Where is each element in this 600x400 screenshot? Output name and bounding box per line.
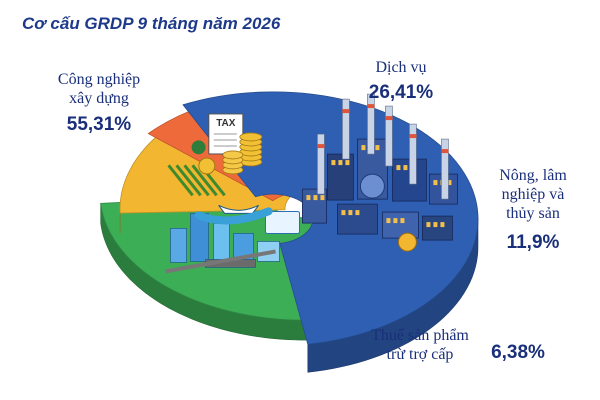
factory-window-0-0 xyxy=(331,160,336,166)
chimney-band-3 xyxy=(409,134,417,139)
chimney-band-0 xyxy=(342,109,350,114)
road xyxy=(165,249,276,274)
chimney-1 xyxy=(367,93,375,155)
tax-tag-text: TAX xyxy=(216,118,236,129)
factory-window-4-1 xyxy=(348,210,353,216)
tank-2 xyxy=(397,232,417,252)
chimney-4 xyxy=(441,138,449,200)
factory-window-3-2 xyxy=(447,180,452,186)
factory-window-2-0 xyxy=(396,165,401,171)
chimney-band-5 xyxy=(317,144,325,149)
label-services-line-1: Dịch vụ xyxy=(375,59,427,76)
value-label-industry: 55,31% xyxy=(66,114,132,135)
factory-window-4-2 xyxy=(355,210,360,216)
crop-row-1 xyxy=(175,164,202,197)
screen-panel xyxy=(264,210,300,234)
chimney-band-4 xyxy=(441,149,449,154)
river xyxy=(194,207,273,225)
chimney-3 xyxy=(409,123,417,185)
tax-coins-icon: TAX xyxy=(198,113,263,175)
label-tax-line-1: Thuế sản phẩm xyxy=(371,327,469,344)
crop-row-0 xyxy=(167,164,194,197)
factory-block-4 xyxy=(337,203,378,235)
label-industry: Công nghiệp xây dựng xyxy=(34,70,164,108)
label-services: Dịch vụ xyxy=(356,58,446,77)
factory-window-4-0 xyxy=(341,210,346,216)
factory-window-6-0 xyxy=(426,222,431,228)
label-agriculture: Nông, lâm nghiệp và thủy sản xyxy=(478,166,588,223)
factory-window-1-0 xyxy=(361,145,366,151)
factory-window-2-1 xyxy=(403,165,408,171)
factory-window-0-2 xyxy=(345,160,350,166)
tree-0 xyxy=(191,140,206,155)
factory-window-1-2 xyxy=(375,145,380,151)
tower-0 xyxy=(170,228,187,263)
label-industry-line-1: Công nghiệp xyxy=(57,71,141,88)
factory-icon xyxy=(302,93,458,252)
coin-stack-b-3 xyxy=(222,150,244,160)
factory-window-6-1 xyxy=(433,222,438,228)
factory-block-5 xyxy=(382,211,419,239)
factory-window-7-0 xyxy=(306,195,311,201)
factory-window-5-2 xyxy=(400,218,405,224)
chimney-band-2 xyxy=(385,116,393,121)
factory-window-5-0 xyxy=(386,218,391,224)
label-agriculture-line-2: nghiệp và xyxy=(501,186,565,203)
value-label-tax: 6,38% xyxy=(491,342,545,363)
factory-window-3-0 xyxy=(433,180,438,186)
factory-window-0-1 xyxy=(338,160,343,166)
factory-window-7-1 xyxy=(313,195,318,201)
label-industry-line-2: xây dựng xyxy=(69,90,129,107)
label-agriculture-line-3: thủy sản xyxy=(506,205,560,222)
factory-block-6 xyxy=(422,215,453,241)
chimney-band-1 xyxy=(367,104,375,109)
chimney-5 xyxy=(317,133,325,195)
factory-window-5-1 xyxy=(393,218,398,224)
crop-row-3 xyxy=(191,164,218,197)
label-tax-line-2: trừ trợ cấp xyxy=(386,346,454,363)
boat xyxy=(218,204,259,214)
value-label-agriculture: 11,9% xyxy=(506,232,560,253)
city-icon xyxy=(165,210,300,274)
factory-window-7-2 xyxy=(320,195,325,201)
coin-stack-a-5 xyxy=(239,132,263,142)
chart-title: Cơ cấu GRDP 9 tháng năm 2026 xyxy=(22,14,281,33)
tower-2 xyxy=(213,223,230,262)
factory-window-6-2 xyxy=(440,222,445,228)
label-agriculture-line-1: Nông, lâm xyxy=(499,167,567,184)
chimney-0 xyxy=(342,98,350,160)
factory-block-7 xyxy=(302,188,327,224)
chimney-2 xyxy=(385,105,393,167)
value-label-services: 26,41% xyxy=(368,82,434,103)
coin-single xyxy=(198,157,216,175)
crop-row-2 xyxy=(183,164,210,197)
tank-1 xyxy=(359,173,385,199)
label-tax: Thuế sản phẩm trừ trợ cấp xyxy=(360,326,480,364)
